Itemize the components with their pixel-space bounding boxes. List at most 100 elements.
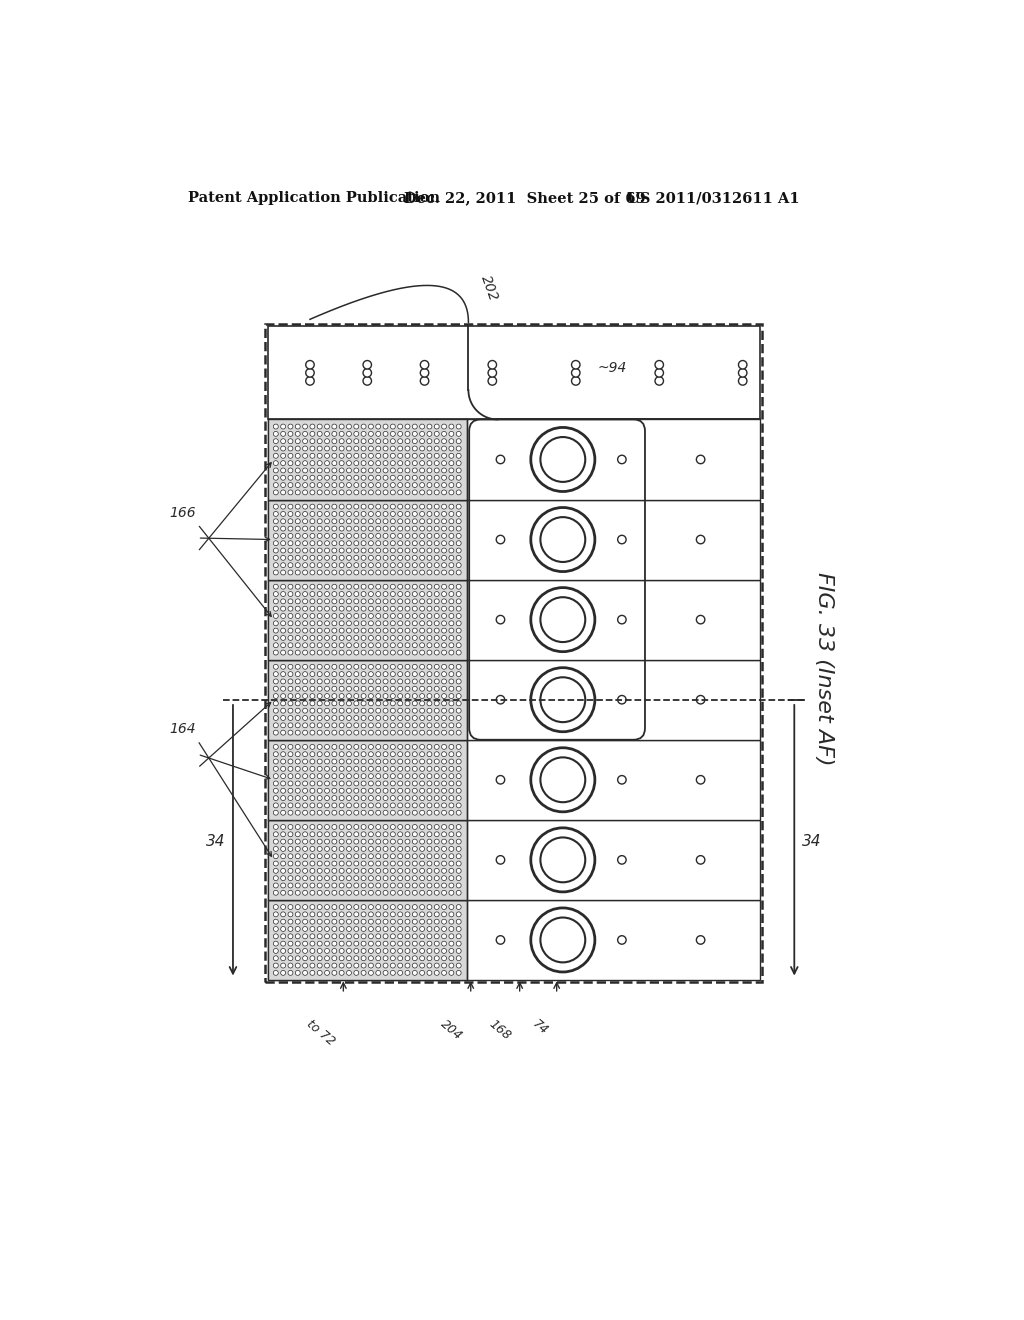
Circle shape	[397, 788, 402, 793]
Circle shape	[317, 519, 323, 524]
Circle shape	[303, 796, 307, 800]
Circle shape	[332, 511, 337, 516]
Circle shape	[369, 919, 374, 924]
Circle shape	[390, 511, 395, 516]
Circle shape	[413, 469, 417, 473]
Circle shape	[339, 628, 344, 634]
Circle shape	[427, 759, 432, 764]
Circle shape	[295, 591, 300, 597]
Circle shape	[390, 875, 395, 880]
Circle shape	[346, 678, 351, 684]
Circle shape	[390, 664, 395, 669]
Circle shape	[457, 759, 461, 764]
Circle shape	[406, 730, 410, 735]
Circle shape	[427, 933, 432, 939]
Circle shape	[397, 970, 402, 975]
Circle shape	[306, 360, 314, 370]
Circle shape	[346, 854, 351, 859]
Circle shape	[441, 854, 446, 859]
Circle shape	[406, 475, 410, 480]
Circle shape	[449, 781, 454, 785]
Circle shape	[420, 832, 425, 837]
Circle shape	[310, 861, 314, 866]
Circle shape	[390, 701, 395, 706]
Circle shape	[317, 919, 323, 924]
Circle shape	[390, 591, 395, 597]
Circle shape	[413, 432, 417, 437]
Circle shape	[310, 810, 314, 816]
Circle shape	[317, 927, 323, 932]
Circle shape	[449, 715, 454, 721]
Circle shape	[317, 788, 323, 793]
Circle shape	[369, 949, 374, 953]
Circle shape	[317, 751, 323, 756]
Circle shape	[317, 446, 323, 451]
Circle shape	[332, 490, 337, 495]
Circle shape	[332, 475, 337, 480]
Circle shape	[449, 556, 454, 560]
Circle shape	[369, 832, 374, 837]
Circle shape	[310, 620, 314, 626]
Circle shape	[317, 912, 323, 917]
Circle shape	[273, 861, 279, 866]
Circle shape	[310, 751, 314, 756]
Circle shape	[310, 825, 314, 829]
Circle shape	[376, 461, 381, 466]
Circle shape	[497, 855, 505, 865]
Circle shape	[390, 628, 395, 634]
Circle shape	[303, 941, 307, 946]
Circle shape	[295, 620, 300, 626]
Circle shape	[434, 533, 439, 539]
Circle shape	[273, 527, 279, 531]
Circle shape	[295, 606, 300, 611]
Circle shape	[346, 970, 351, 975]
Circle shape	[325, 599, 330, 603]
Circle shape	[434, 730, 439, 735]
Circle shape	[288, 469, 293, 473]
Circle shape	[317, 854, 323, 859]
Circle shape	[427, 672, 432, 677]
Circle shape	[273, 606, 279, 611]
Circle shape	[571, 360, 580, 370]
Circle shape	[332, 432, 337, 437]
Circle shape	[376, 890, 381, 895]
Circle shape	[397, 599, 402, 603]
Circle shape	[325, 964, 330, 968]
Circle shape	[530, 668, 595, 731]
Circle shape	[303, 933, 307, 939]
Circle shape	[397, 767, 402, 771]
Circle shape	[457, 744, 461, 750]
Circle shape	[376, 649, 381, 655]
Circle shape	[317, 832, 323, 837]
Circle shape	[457, 832, 461, 837]
Circle shape	[413, 832, 417, 837]
Circle shape	[361, 709, 366, 713]
Circle shape	[306, 368, 314, 378]
Circle shape	[434, 599, 439, 603]
Circle shape	[383, 846, 388, 851]
Circle shape	[281, 933, 286, 939]
Circle shape	[354, 424, 358, 429]
Circle shape	[449, 869, 454, 874]
Circle shape	[317, 432, 323, 437]
Circle shape	[390, 556, 395, 560]
Circle shape	[406, 825, 410, 829]
Circle shape	[413, 875, 417, 880]
Circle shape	[273, 672, 279, 677]
Circle shape	[441, 825, 446, 829]
Circle shape	[354, 483, 358, 487]
Circle shape	[346, 751, 351, 756]
Circle shape	[317, 541, 323, 545]
Circle shape	[420, 635, 425, 640]
Circle shape	[303, 701, 307, 706]
Circle shape	[383, 890, 388, 895]
Circle shape	[413, 672, 417, 677]
Circle shape	[303, 759, 307, 764]
Circle shape	[273, 810, 279, 816]
Circle shape	[346, 614, 351, 619]
Circle shape	[413, 744, 417, 750]
Circle shape	[288, 490, 293, 495]
Circle shape	[427, 475, 432, 480]
Circle shape	[413, 424, 417, 429]
Circle shape	[339, 469, 344, 473]
